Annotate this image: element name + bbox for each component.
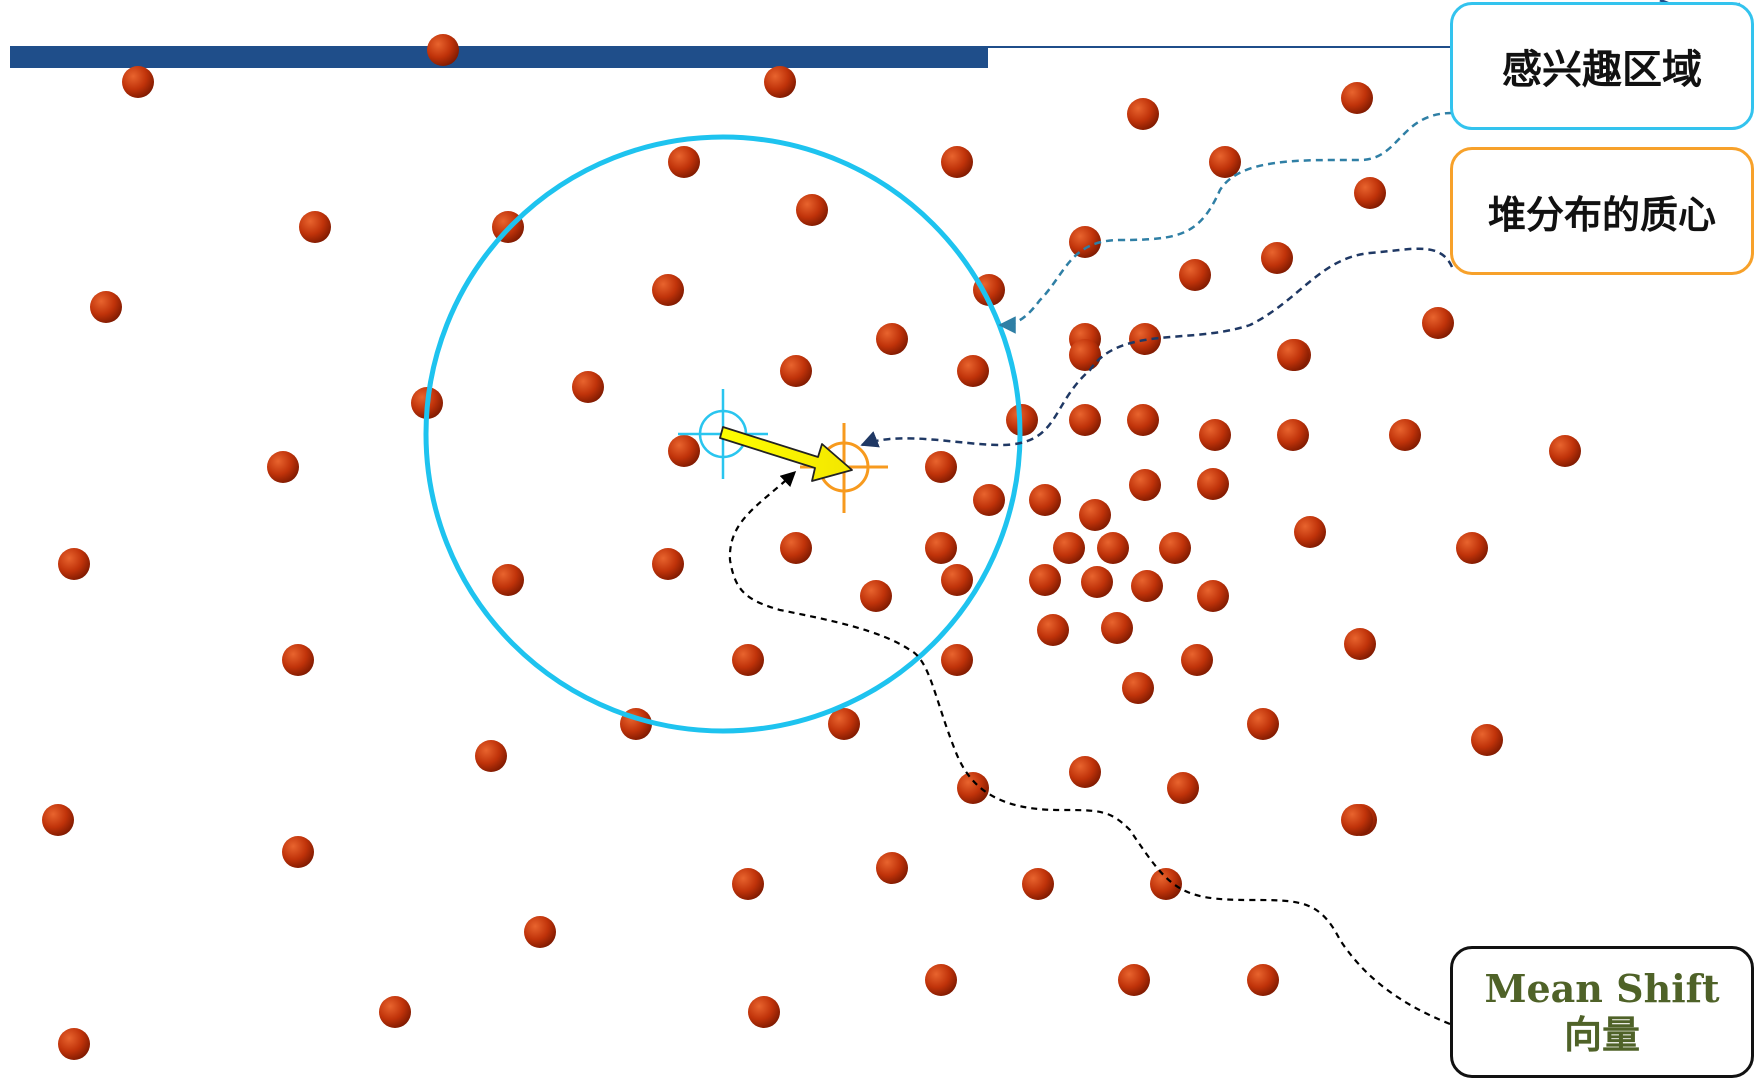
leader-line-centroid [860,247,1454,448]
data-point [1179,259,1211,291]
data-point [1422,307,1454,339]
data-point [282,836,314,868]
data-point [764,66,796,98]
data-point [1456,532,1488,564]
data-point [1029,484,1061,516]
data-point [1081,566,1113,598]
leader-line-mean-shift [728,470,1451,1026]
data-point [1277,419,1309,451]
data-point [668,146,700,178]
data-point [748,996,780,1028]
data-point [379,996,411,1028]
mean-shift-label-line1: Mean Shift [1484,966,1720,1012]
data-point [1199,419,1231,451]
data-point [58,548,90,580]
data-point [941,564,973,596]
data-point [1069,404,1101,436]
data-point [1277,339,1309,371]
data-point [1131,570,1163,602]
data-point [1344,628,1376,660]
data-point [1022,868,1054,900]
data-point [1069,339,1101,371]
data-point [427,34,459,66]
data-points [42,34,1581,1060]
data-point [282,644,314,676]
data-point [1069,226,1101,258]
data-point [732,644,764,676]
data-point [925,532,957,564]
data-point [1549,435,1581,467]
data-point [1101,612,1133,644]
data-point [860,580,892,612]
data-point [973,484,1005,516]
data-point [1053,532,1085,564]
data-point [796,194,828,226]
data-point [1127,98,1159,130]
data-point [1118,964,1150,996]
data-point [299,211,331,243]
data-point [1037,614,1069,646]
data-point [1389,419,1421,451]
data-point [1247,964,1279,996]
data-point [957,355,989,387]
data-point [1097,532,1129,564]
data-point [652,548,684,580]
data-point [1167,772,1199,804]
data-point [122,66,154,98]
data-point [1261,242,1293,274]
data-point [925,964,957,996]
data-point [668,435,700,467]
data-point [1471,724,1503,756]
data-point [1181,644,1213,676]
data-point [475,740,507,772]
centroid-label-box: 堆分布的质心 [1450,147,1754,275]
data-point [941,146,973,178]
data-point [1294,516,1326,548]
data-point [828,708,860,740]
data-point [524,916,556,948]
data-point [572,371,604,403]
top-bar [10,46,988,68]
mean-shift-label-box: Mean Shift 向量 [1450,946,1754,1078]
data-point [492,564,524,596]
data-point [1122,672,1154,704]
roi-label-box: 感兴趣区域 [1450,2,1754,130]
mean-shift-vector-arrow-icon [719,426,853,482]
data-point [58,1028,90,1060]
data-point [1029,564,1061,596]
data-point [1247,708,1279,740]
roi-circle [423,134,1023,734]
data-point [1159,532,1191,564]
data-point [1197,580,1229,612]
data-point [780,532,812,564]
data-point [941,644,973,676]
leader-line-roi [998,111,1453,334]
mean-shift-label-line2: 向量 [1563,1012,1640,1057]
roi-label: 感兴趣区域 [1502,47,1702,93]
data-point [1354,177,1386,209]
data-point [1079,499,1111,531]
data-point [267,451,299,483]
data-point [780,355,812,387]
data-point [957,772,989,804]
data-point [732,868,764,900]
centroid-label: 堆分布的质心 [1487,192,1716,237]
data-point [925,451,957,483]
data-point [1209,146,1241,178]
data-point [1129,469,1161,501]
data-point [1341,82,1373,114]
data-point [1197,468,1229,500]
data-point [1150,868,1182,900]
data-point [876,852,908,884]
data-point [1069,756,1101,788]
data-point [652,274,684,306]
data-point [876,323,908,355]
data-point [1341,804,1373,836]
data-point [42,804,74,836]
data-point [90,291,122,323]
data-point [1127,404,1159,436]
